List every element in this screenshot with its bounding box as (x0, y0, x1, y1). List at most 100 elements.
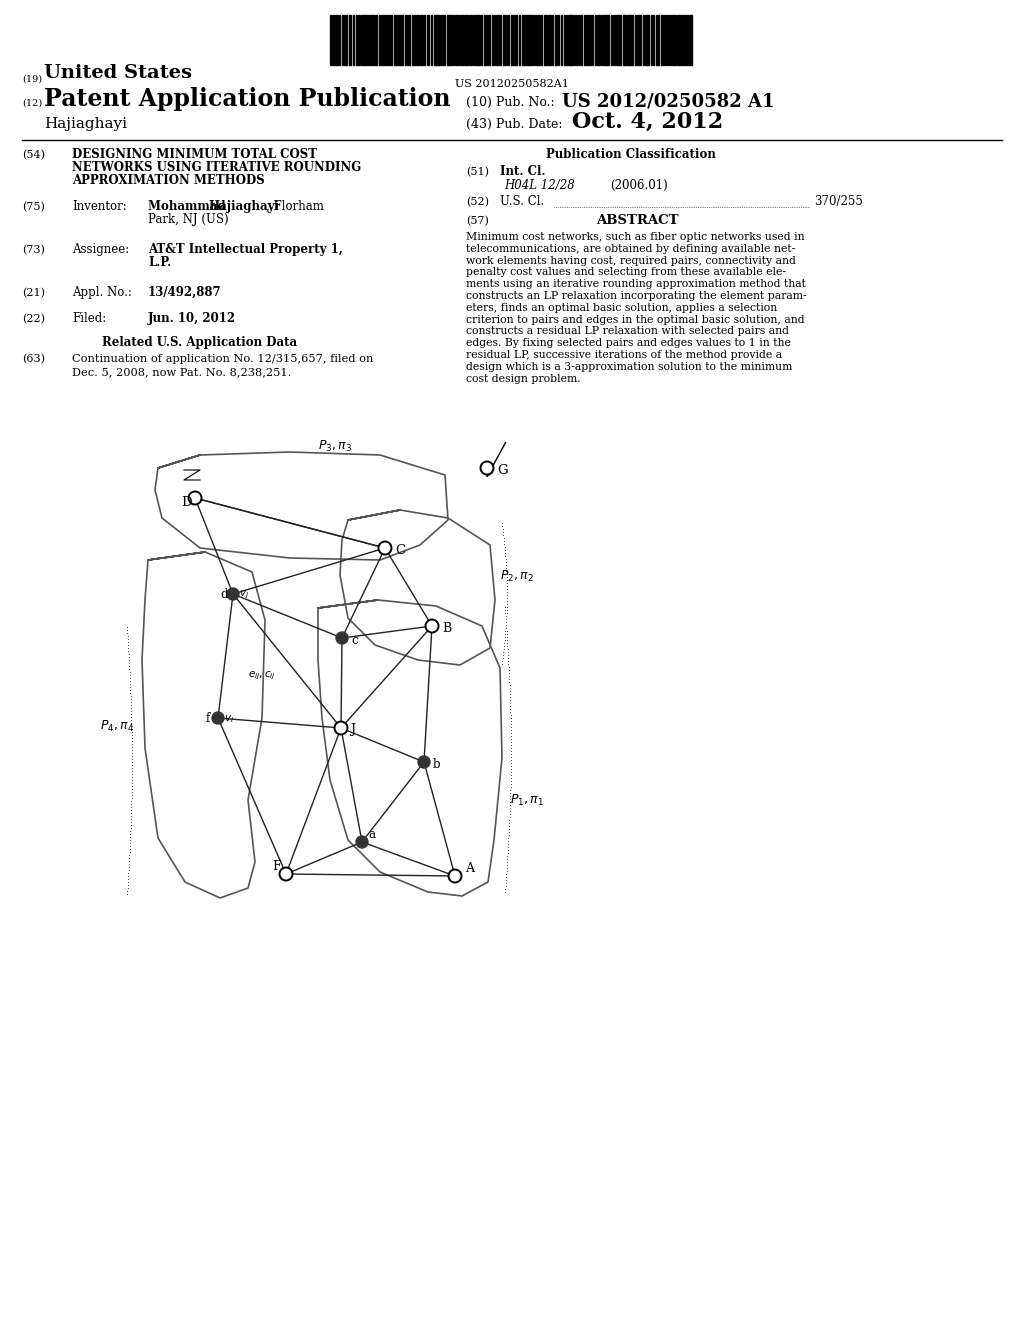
Text: 370/255: 370/255 (814, 195, 863, 209)
Bar (617, 15, 618, 65)
Bar (427, 15, 429, 65)
Circle shape (188, 491, 202, 504)
Text: Inventor:: Inventor: (72, 201, 127, 213)
Text: cost design problem.: cost design problem. (466, 374, 581, 384)
Bar (420, 15, 423, 65)
Circle shape (335, 722, 347, 734)
Bar (398, 15, 400, 65)
Text: $P_2,\pi_2$: $P_2,\pi_2$ (500, 569, 534, 583)
Circle shape (356, 836, 368, 847)
Bar (455, 15, 457, 65)
Text: L.P.: L.P. (148, 256, 171, 269)
Text: (51): (51) (466, 166, 489, 177)
Circle shape (449, 870, 462, 883)
Text: Hajiaghayi: Hajiaghayi (208, 201, 280, 213)
Text: f: f (206, 711, 210, 725)
Text: constructs a residual LP relaxation with selected pairs and: constructs a residual LP relaxation with… (466, 326, 790, 337)
Text: (75): (75) (22, 202, 45, 213)
Bar (523, 15, 525, 65)
Text: Publication Classification: Publication Classification (546, 148, 716, 161)
Bar (656, 15, 659, 65)
Text: US 2012/0250582 A1: US 2012/0250582 A1 (562, 92, 774, 110)
Text: Mohammad: Mohammad (148, 201, 229, 213)
Text: b: b (433, 758, 440, 771)
Text: (22): (22) (22, 314, 45, 323)
Circle shape (336, 632, 348, 644)
Text: constructs an LP relaxation incorporating the element param-: constructs an LP relaxation incorporatin… (466, 290, 807, 301)
Text: (43) Pub. Date:: (43) Pub. Date: (466, 117, 562, 131)
Bar (330, 15, 332, 65)
Bar (673, 15, 675, 65)
Bar (511, 15, 513, 65)
Bar (678, 15, 680, 65)
Bar (335, 15, 338, 65)
Bar (570, 15, 573, 65)
Circle shape (480, 462, 494, 474)
Text: $P_1,\pi_1$: $P_1,\pi_1$ (510, 792, 544, 808)
Bar (580, 15, 582, 65)
Bar (473, 15, 475, 65)
Text: eters, finds an optimal basic solution, applies a selection: eters, finds an optimal basic solution, … (466, 302, 777, 313)
Bar (356, 15, 358, 65)
Text: $P_4,\pi_4$: $P_4,\pi_4$ (100, 718, 134, 734)
Text: US 20120250582A1: US 20120250582A1 (455, 79, 569, 88)
Bar (601, 15, 603, 65)
Text: design which is a 3-approximation solution to the minimum: design which is a 3-approximation soluti… (466, 362, 793, 372)
Text: Assignee:: Assignee: (72, 243, 129, 256)
Text: Hajiaghayi: Hajiaghayi (44, 117, 127, 131)
Text: edges. By fixing selected pairs and edges values to 1 in the: edges. By fixing selected pairs and edge… (466, 338, 791, 348)
Text: work elements having cost, required pairs, connectivity and: work elements having cost, required pair… (466, 256, 796, 265)
Bar (382, 15, 384, 65)
Text: (12): (12) (22, 99, 42, 108)
Bar (449, 15, 451, 65)
Bar (394, 15, 397, 65)
Text: A: A (465, 862, 474, 874)
Bar (371, 15, 374, 65)
Bar (452, 15, 454, 65)
Bar (645, 15, 647, 65)
Circle shape (227, 587, 239, 601)
Bar (526, 15, 529, 65)
Circle shape (426, 619, 438, 632)
Text: (21): (21) (22, 288, 45, 298)
Bar (438, 15, 440, 65)
Bar (379, 15, 381, 65)
Text: Oct. 4, 2012: Oct. 4, 2012 (572, 111, 723, 133)
Text: NETWORKS USING ITERATIVE ROUNDING: NETWORKS USING ITERATIVE ROUNDING (72, 161, 361, 174)
Bar (627, 15, 629, 65)
Text: d: d (220, 587, 227, 601)
Bar (623, 15, 625, 65)
Bar (529, 15, 531, 65)
Bar (385, 15, 387, 65)
Text: AT&T Intellectual Property 1,: AT&T Intellectual Property 1, (148, 243, 343, 256)
Text: (10) Pub. No.:: (10) Pub. No.: (466, 96, 555, 110)
Text: (54): (54) (22, 149, 45, 160)
Bar (684, 15, 686, 65)
Bar (555, 15, 557, 65)
Text: $v_j$: $v_j$ (239, 589, 249, 601)
Text: (19): (19) (22, 75, 42, 84)
Text: criterion to pairs and edges in the optimal basic solution, and: criterion to pairs and edges in the opti… (466, 314, 805, 325)
Bar (364, 15, 367, 65)
Text: J: J (350, 723, 355, 737)
Circle shape (212, 711, 224, 723)
Bar (400, 15, 403, 65)
Bar (589, 15, 591, 65)
Bar (514, 15, 517, 65)
Bar (375, 15, 377, 65)
Bar (447, 15, 449, 65)
Bar (408, 15, 410, 65)
Bar (537, 15, 540, 65)
Bar (488, 15, 490, 65)
Bar (681, 15, 683, 65)
Text: ABSTRACT: ABSTRACT (596, 214, 679, 227)
Text: (57): (57) (466, 215, 488, 226)
Text: G: G (497, 463, 508, 477)
Bar (484, 15, 487, 65)
Bar (417, 15, 419, 65)
Text: Dec. 5, 2008, now Pat. No. 8,238,251.: Dec. 5, 2008, now Pat. No. 8,238,251. (72, 367, 292, 378)
Bar (564, 15, 567, 65)
Bar (476, 15, 479, 65)
Text: $v_i$: $v_i$ (224, 713, 234, 725)
Text: Continuation of application No. 12/315,657, filed on: Continuation of application No. 12/315,6… (72, 354, 374, 364)
